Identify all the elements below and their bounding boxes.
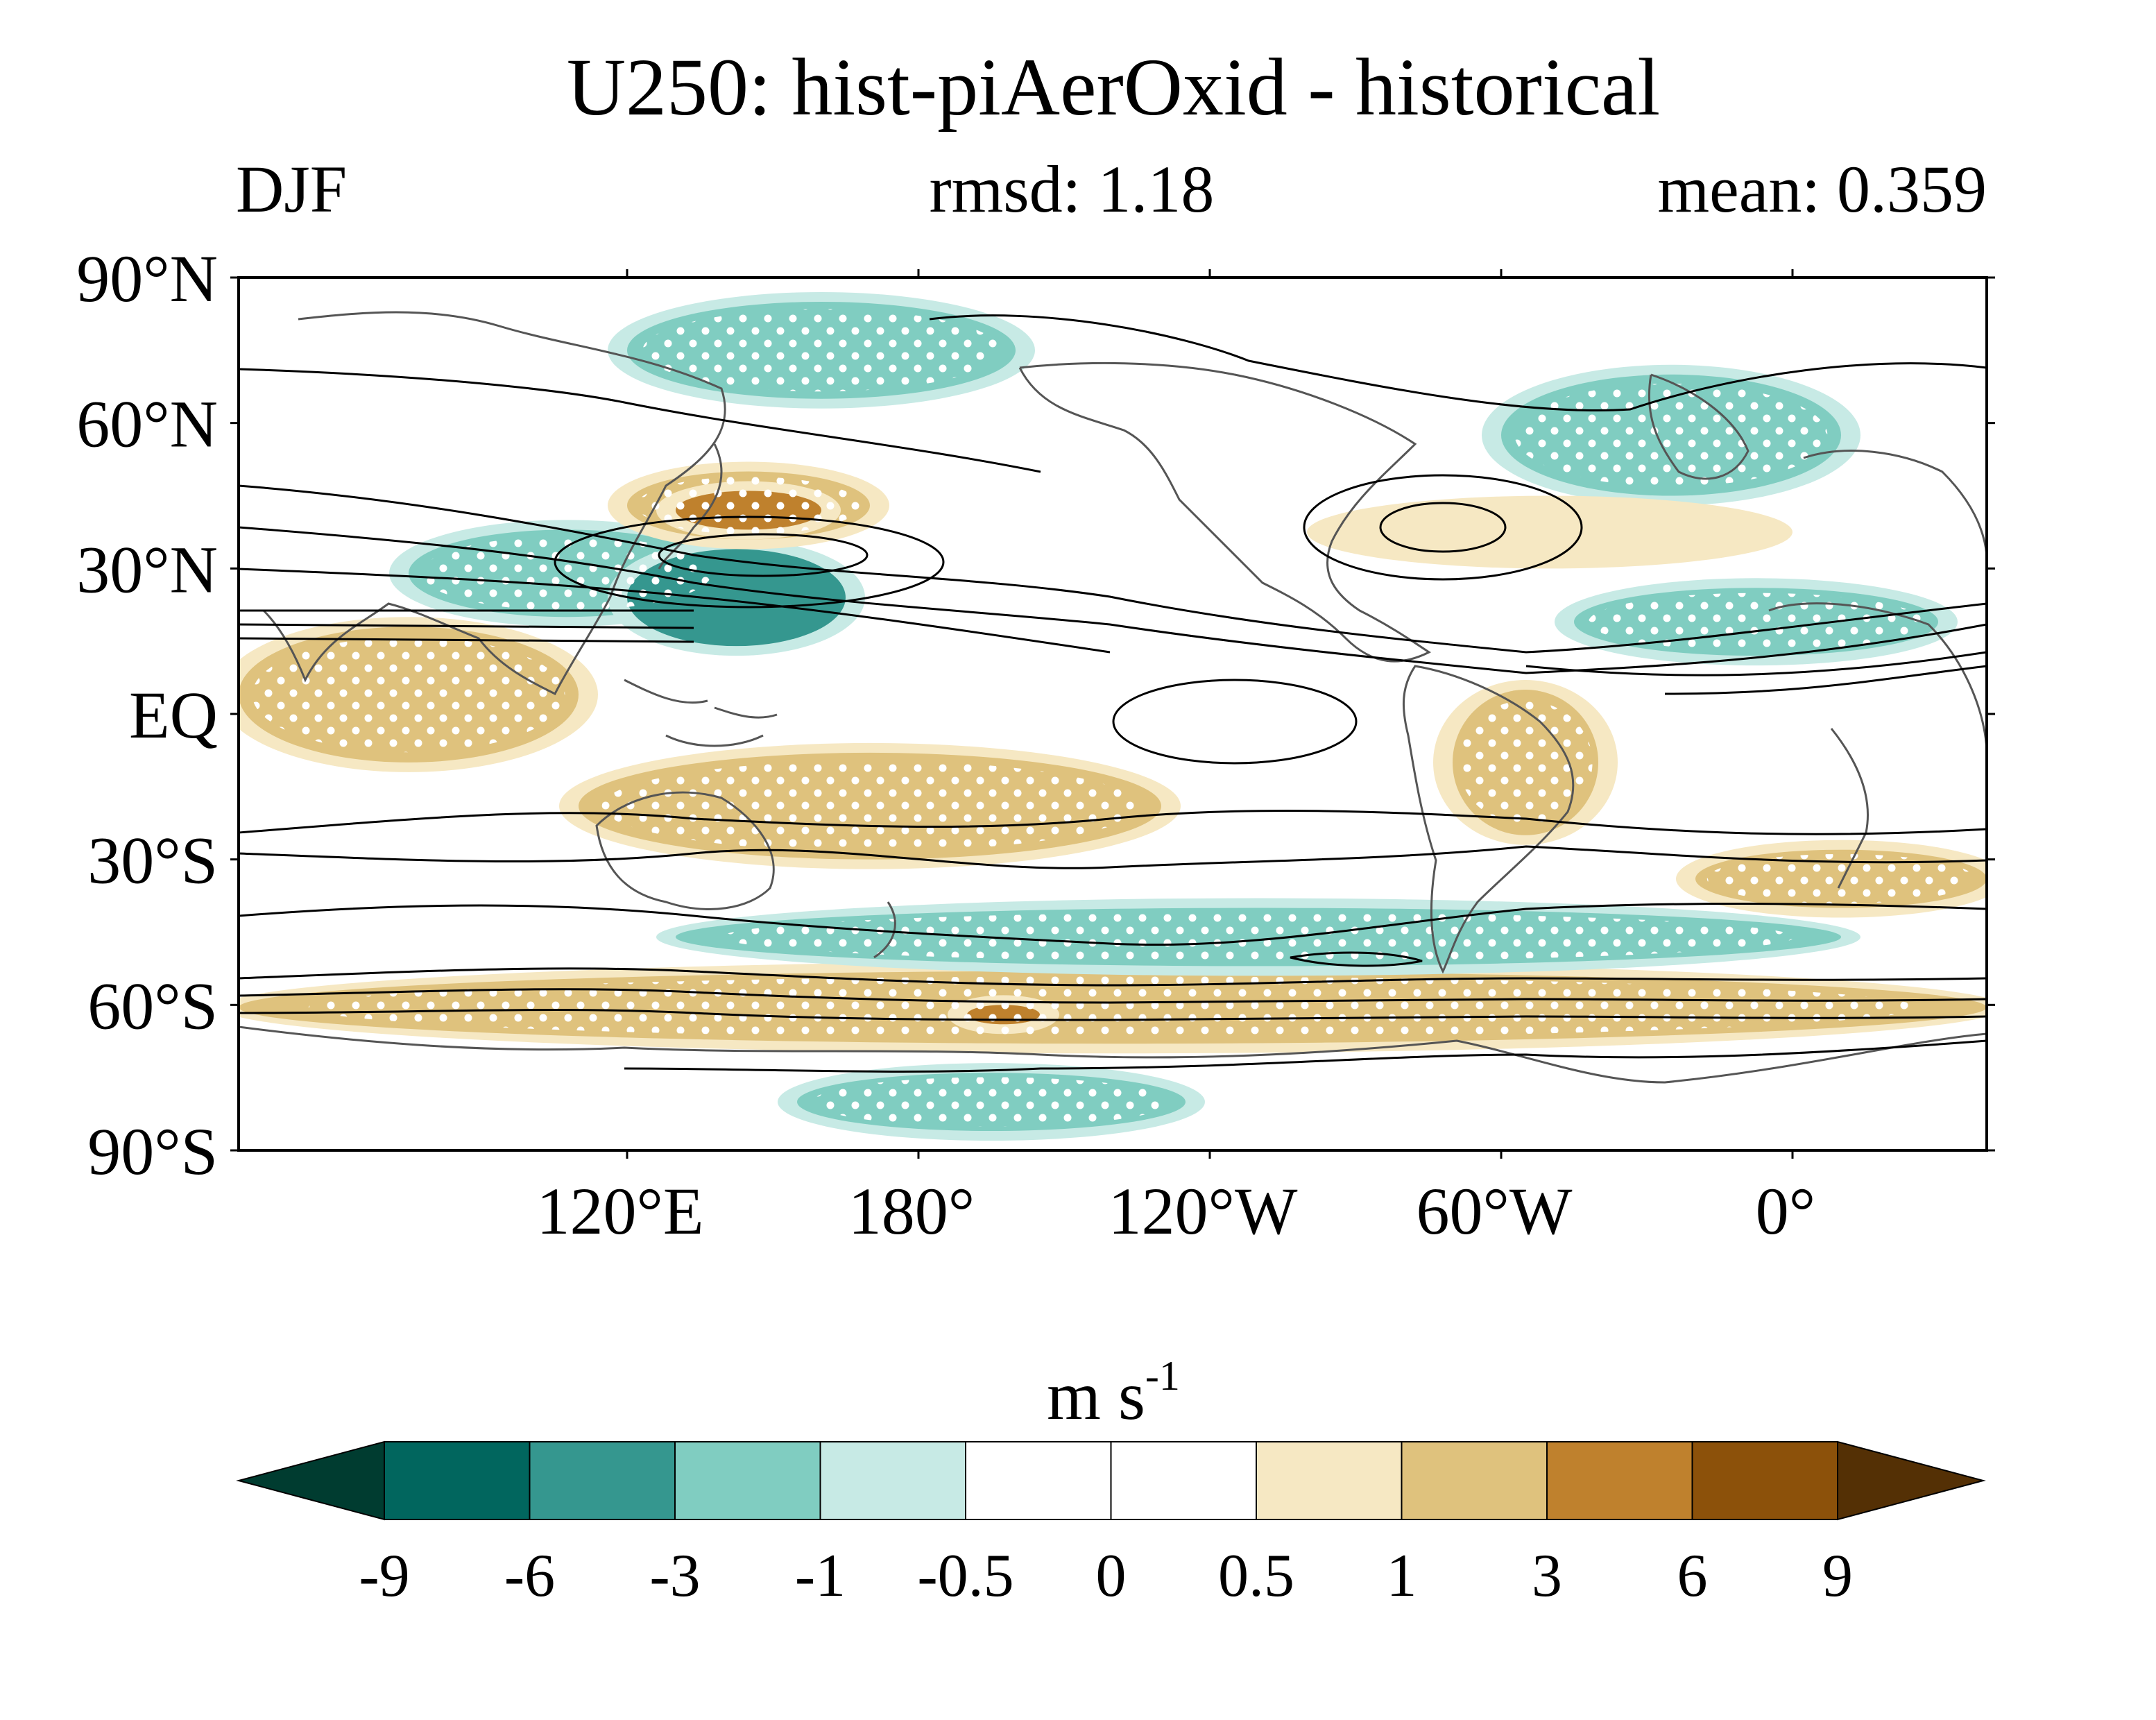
significance-stippling <box>252 309 1976 1127</box>
lat-tick-label: 60°N <box>76 387 218 461</box>
stipple-region <box>722 912 1795 962</box>
stipple-region <box>812 1077 1170 1127</box>
colorbar-box <box>1401 1441 1548 1520</box>
lat-tick-label: 90°N <box>76 241 218 316</box>
colorbar-box <box>1691 1441 1838 1520</box>
colorbar-tick-label: 0.5 <box>1218 1542 1294 1610</box>
colorbar-tick-label: -3 <box>649 1542 700 1610</box>
colorbar-extend-low <box>236 1440 385 1521</box>
colorbar-box <box>1256 1441 1403 1520</box>
colorbar-box <box>965 1441 1112 1520</box>
colorbar-box <box>529 1441 676 1520</box>
colorbar-box <box>1546 1441 1693 1520</box>
anomaly-region <box>1307 495 1793 569</box>
climatology-contours <box>239 314 1987 1073</box>
colorbar-box <box>384 1441 531 1520</box>
colorbar-tick-label: 1 <box>1387 1542 1417 1610</box>
colorbar-box <box>819 1441 966 1520</box>
map-panel <box>237 276 1988 1152</box>
colorbar-box <box>1110 1441 1257 1520</box>
mean-label: mean: 0.359 <box>1657 152 1987 226</box>
stipple-region <box>1514 383 1828 487</box>
colorbar-tick-label: 3 <box>1532 1542 1562 1610</box>
units-label: m s-1 <box>1047 1353 1180 1434</box>
stipple-region <box>637 476 860 535</box>
lon-tick-label: 0° <box>1756 1174 1815 1248</box>
lon-tick-label: 120°W <box>1109 1174 1298 1248</box>
coastlines <box>239 311 1987 1084</box>
lon-tick-label: 180° <box>848 1174 975 1248</box>
stipple-region <box>642 309 1000 392</box>
stipple-region <box>252 636 565 753</box>
season-label: DJF <box>236 152 347 226</box>
colorbar-tick-label: -0.5 <box>917 1542 1013 1610</box>
stipple-region <box>308 976 1917 1039</box>
stipple-region <box>601 760 1138 852</box>
colorbar <box>236 1440 1986 1521</box>
colorbar-tick-label: -6 <box>504 1542 555 1610</box>
lat-tick-label: 30°S <box>87 824 218 898</box>
lat-tick-label: 60°S <box>87 969 218 1043</box>
lon-tick-label: 60°W <box>1417 1174 1573 1248</box>
colorbar-tick-label: 6 <box>1677 1542 1708 1610</box>
colorbar-tick-label: 9 <box>1822 1542 1853 1610</box>
colorbar-tick-label: -1 <box>795 1542 846 1610</box>
stipple-region <box>1706 853 1976 904</box>
lat-tick-label: 30°N <box>76 532 218 606</box>
stipple-region <box>1458 700 1593 824</box>
colorbar-tick-labels: -9 -6 -3 -1 -0.5 0 0.5 1 3 6 9 <box>359 1542 1853 1610</box>
stipple-region <box>1589 593 1924 651</box>
units-exponent: -1 <box>1145 1353 1180 1399</box>
lat-tick-label: 90°S <box>87 1114 218 1189</box>
colorbar-box <box>674 1441 821 1520</box>
lat-tick-label: EQ <box>129 678 218 752</box>
units-base: m s <box>1047 1357 1145 1434</box>
rmsd-label: rmsd: 1.18 <box>930 152 1215 226</box>
latitude-axis: 90°N 60°N 30°N EQ 30°S 60°S 90°S <box>76 241 1995 1189</box>
colorbar-extend-high <box>1837 1440 1986 1521</box>
lon-tick-label: 120°E <box>536 1174 703 1248</box>
longitude-axis: 120°E 180° 120°W 60°W 0° <box>536 269 1815 1248</box>
colorbar-tick-label: -9 <box>359 1542 409 1610</box>
chart-title: U250: hist-piAerOxid - historical <box>567 42 1660 133</box>
colorbar-tick-label: 0 <box>1096 1542 1127 1610</box>
